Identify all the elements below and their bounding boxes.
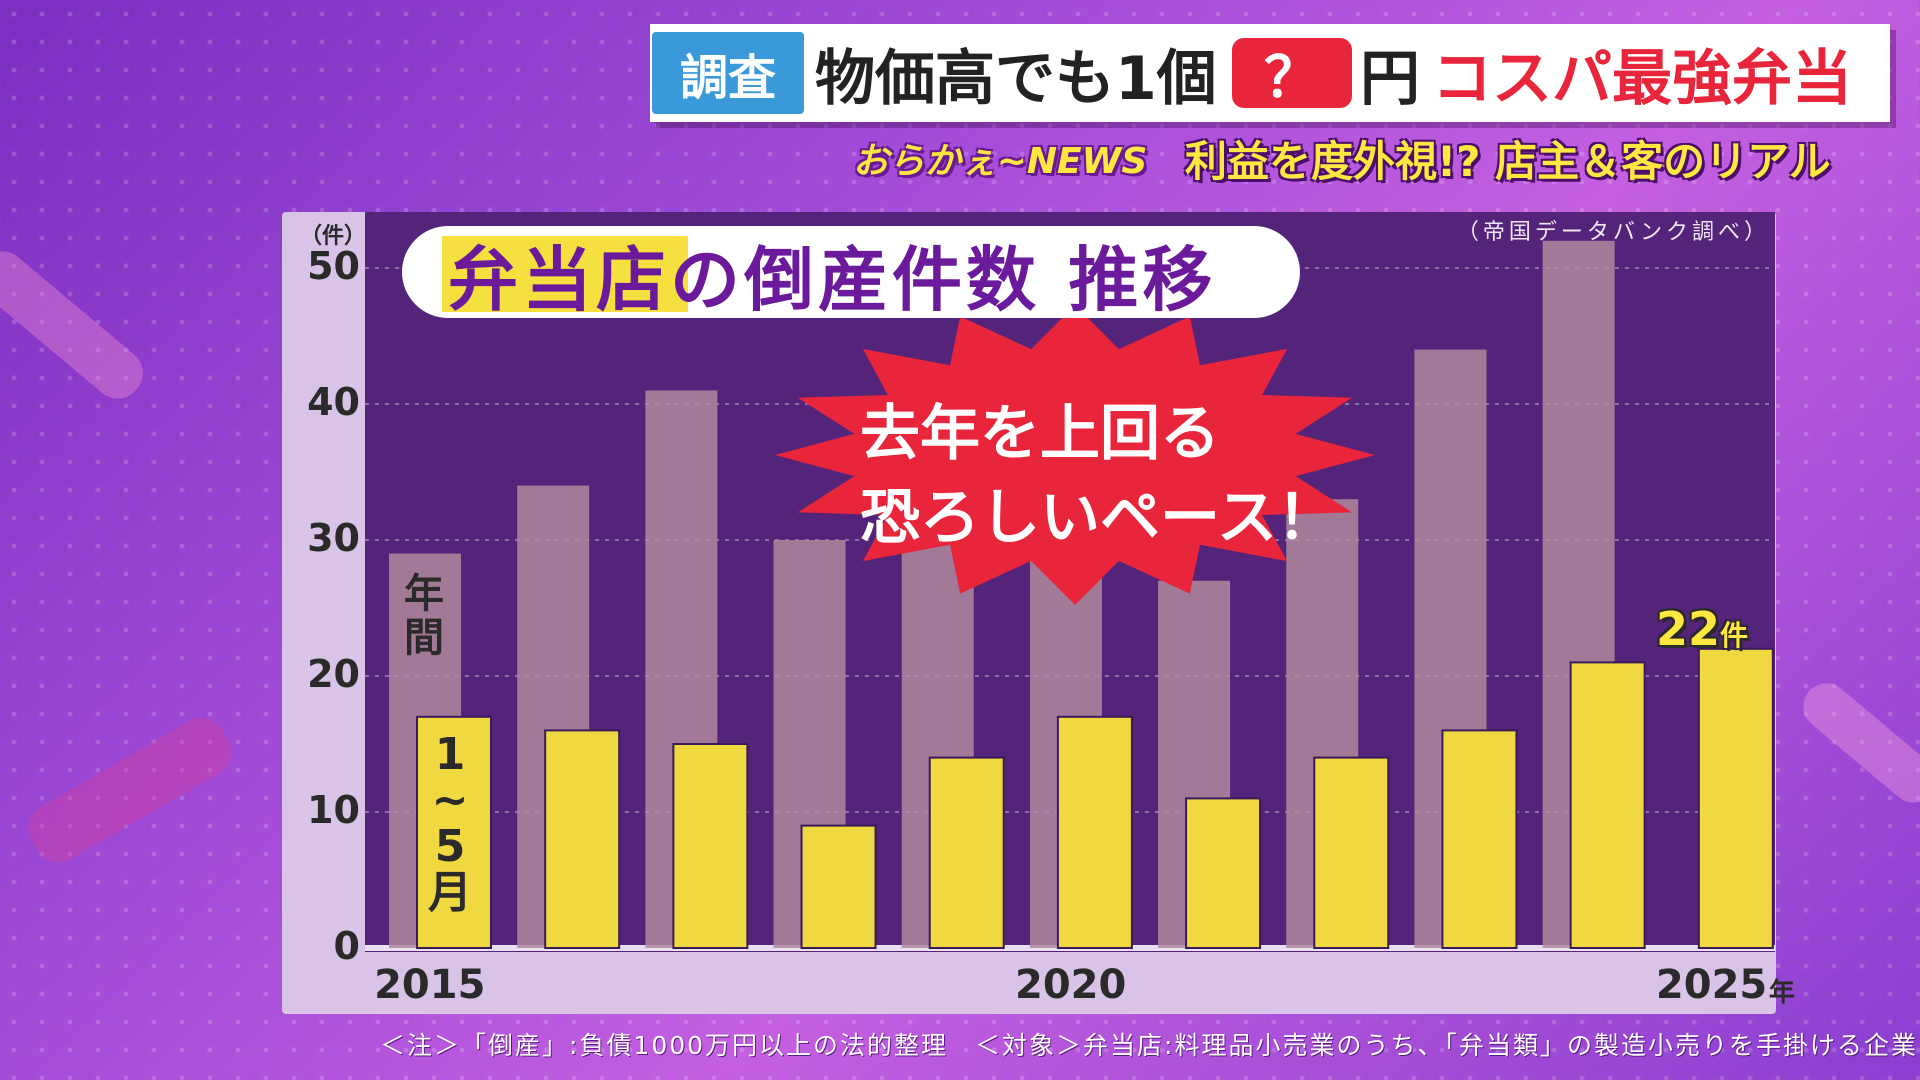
- x-tick-label: 2025: [1655, 962, 1768, 1008]
- chart-title: 弁当店の倒産件数 推移: [448, 238, 1217, 321]
- period-bar: [672, 743, 749, 949]
- period-bar: [1441, 729, 1518, 950]
- period-bar: [800, 824, 877, 949]
- y-tick-label: 50: [307, 244, 360, 288]
- callout-text: 去年を上回る 恐ろしいペース！: [860, 392, 1380, 560]
- period-bar: [1697, 647, 1774, 949]
- period-bar: [928, 756, 1005, 949]
- period-series-label: 1 ~5 月: [428, 729, 472, 918]
- y-tick-label: 10: [307, 788, 360, 832]
- period-bar: [1185, 797, 1262, 950]
- x-tick-label: 2020: [1015, 962, 1127, 1008]
- show-logo: おらかぇ~NEWS: [852, 141, 1148, 182]
- y-tick-label: 20: [307, 652, 360, 696]
- headline-yen: 円: [1360, 43, 1420, 114]
- period-bar: [416, 715, 492, 949]
- period-bar: [1313, 756, 1390, 949]
- headline-tag: 調査: [652, 32, 804, 114]
- chart-title-highlight: [442, 236, 688, 312]
- y-tick-label: 40: [307, 380, 360, 424]
- data-source: （帝国データバンク調べ）: [1456, 220, 1770, 245]
- x-axis-unit: 年: [1768, 978, 1795, 1008]
- subheadline: 利益を度外視!? 店主＆客のリアル: [1185, 136, 1831, 186]
- callout-line-2: 恐ろしいペース！: [860, 483, 1337, 553]
- callout-starburst: [775, 305, 1375, 605]
- footnote: ＜注＞「倒産」:負債1000万円以上の法的整理 ＜対象＞弁当店:料理品小売業のう…: [380, 1031, 1918, 1060]
- x-tick-label: 2015: [374, 962, 486, 1008]
- headline-main: 物価高でも1個: [815, 43, 1217, 114]
- latest-value-label: 22件: [1656, 602, 1748, 656]
- callout-line-1: 去年を上回る: [860, 399, 1220, 469]
- latest-value: 22: [1656, 602, 1721, 656]
- period-bar: [1569, 661, 1646, 950]
- period-bar: [544, 729, 621, 950]
- latest-value-unit: 件: [1720, 619, 1749, 652]
- y-tick-label: 30: [307, 516, 360, 560]
- y-axis-unit: （件）: [300, 224, 367, 249]
- headline-highlight: コスパ最強弁当: [1432, 43, 1852, 114]
- y-tick-label: 0: [333, 924, 360, 968]
- headline-mystery-price: ？: [1232, 38, 1352, 111]
- period-bar: [1056, 715, 1133, 949]
- annual-series-label: 年間: [404, 571, 444, 661]
